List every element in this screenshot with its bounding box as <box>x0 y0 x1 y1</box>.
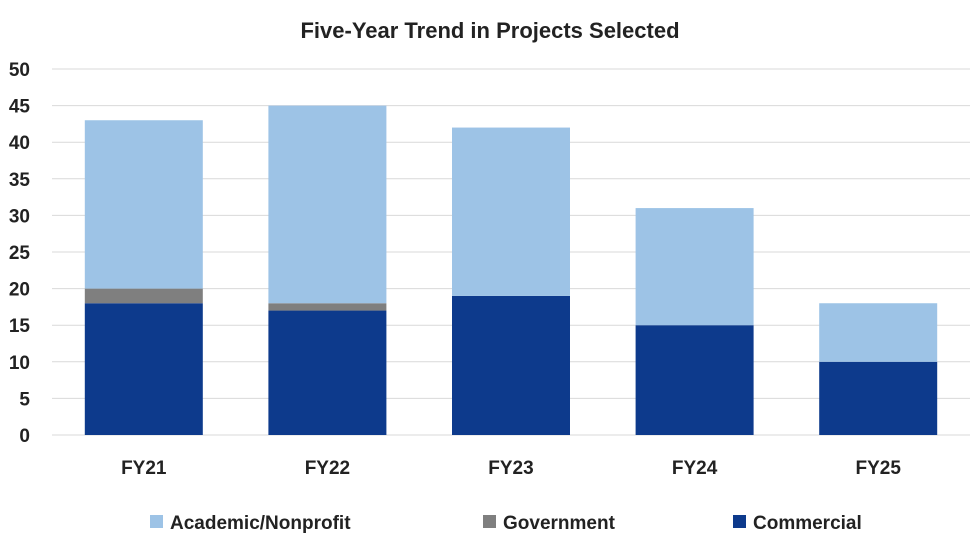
x-axis-ticks: FY21 FY22 FY23 FY24 FY25 <box>121 458 901 479</box>
y-tick-label: 40 <box>9 133 30 154</box>
legend: Academic/Nonprofit Government Commercial <box>150 513 862 534</box>
y-tick-label: 10 <box>9 353 30 374</box>
bar-government-fy21 <box>84 288 203 304</box>
bar-commercial-fy22 <box>268 310 387 435</box>
legend-swatch <box>150 515 163 528</box>
y-tick-label: 30 <box>9 206 30 227</box>
y-tick-label: 15 <box>9 316 31 337</box>
bar-commercial-fy25 <box>819 361 938 435</box>
legend-swatch <box>733 515 746 528</box>
y-tick-label: 25 <box>9 243 31 264</box>
y-tick-label: 35 <box>9 170 31 191</box>
legend-label: Commercial <box>753 513 862 534</box>
y-tick-label: 45 <box>9 97 31 118</box>
bars <box>84 105 938 435</box>
bar-commercial-fy21 <box>84 303 203 435</box>
bar-academic-nonprofit-fy25 <box>819 303 938 362</box>
bar-academic-nonprofit-fy24 <box>635 208 754 326</box>
chart-title: Five-Year Trend in Projects Selected <box>300 18 679 43</box>
y-tick-label: 20 <box>9 280 30 301</box>
bar-commercial-fy24 <box>635 325 754 435</box>
bar-commercial-fy23 <box>452 295 570 435</box>
y-tick-label: 0 <box>19 426 30 447</box>
x-tick-label: FY24 <box>672 458 718 479</box>
legend-swatch <box>483 515 496 528</box>
legend-label: Government <box>503 513 616 534</box>
bar-academic-nonprofit-fy23 <box>452 127 570 296</box>
x-tick-label: FY22 <box>305 458 350 479</box>
y-axis-ticks: 0 5 10 15 20 25 30 35 40 45 50 <box>9 60 31 447</box>
legend-label: Academic/Nonprofit <box>170 513 351 534</box>
x-tick-label: FY23 <box>488 458 533 479</box>
x-tick-label: FY21 <box>121 458 167 479</box>
bar-academic-nonprofit-fy21 <box>84 120 203 289</box>
bar-academic-nonprofit-fy22 <box>268 105 387 304</box>
y-tick-label: 5 <box>19 389 30 410</box>
x-tick-label: FY25 <box>855 458 901 479</box>
y-tick-label: 50 <box>9 60 30 81</box>
bar-government-fy22 <box>268 303 387 311</box>
